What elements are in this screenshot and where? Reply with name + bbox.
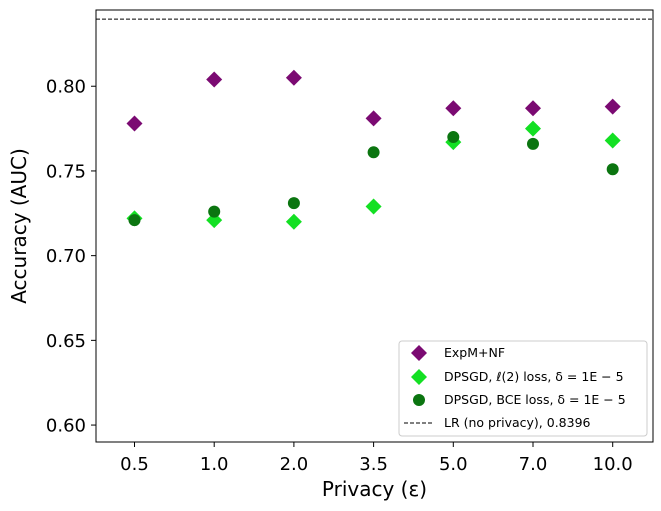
data-point-series-0-5	[525, 100, 541, 117]
x-tick-label-3: 3.5	[359, 454, 388, 475]
data-point-series-0-0	[126, 115, 143, 132]
x-axis-label: Privacy (ε)	[322, 477, 427, 501]
y-tick-label-1: 0.65	[46, 331, 86, 352]
y-tick-label-3: 0.75	[46, 161, 86, 182]
x-tick-label-4: 5.0	[439, 454, 468, 475]
data-point-series-2-6	[606, 163, 619, 176]
x-tick-label-1: 1.0	[200, 454, 229, 475]
legend-label-lr: LR (no privacy), 0.8396	[444, 415, 591, 430]
legend-box	[398, 340, 648, 437]
y-tick-label-2: 0.70	[46, 246, 86, 267]
data-point-series-1-3	[365, 198, 382, 215]
y-tick-label-4: 0.80	[46, 77, 86, 98]
data-point-series-2-5	[527, 137, 539, 150]
data-point-series-2-2	[287, 197, 300, 210]
legend-marker-series-2	[413, 394, 425, 406]
series-2	[128, 131, 619, 227]
legend-marker-series-0	[411, 345, 427, 361]
x-tick-label-6: 10.0	[593, 454, 633, 475]
data-point-series-2-3	[367, 146, 380, 159]
plot-frame	[95, 9, 654, 443]
data-point-series-0-6	[604, 98, 621, 115]
data-point-series-2-1	[208, 205, 221, 218]
legend-label-dpsgd-l2: DPSGD, ℓ(2) loss, δ = 1E − 5	[444, 369, 624, 384]
data-point-series-1-2	[285, 213, 302, 230]
plot-data-layer	[96, 18, 653, 230]
data-point-series-1-6	[604, 132, 621, 149]
x-tick-label-5: 7.0	[519, 454, 548, 475]
data-point-series-0-4	[445, 100, 462, 117]
data-point-series-0-2	[285, 69, 302, 86]
data-point-series-1-5	[525, 120, 541, 137]
legend-label-expm: ExpM+NF	[444, 345, 505, 360]
data-point-series-2-4	[447, 131, 460, 144]
x-tick-label-2: 2.0	[280, 454, 309, 475]
y-tick-label-0: 0.60	[46, 416, 86, 437]
axes-layer: 0.5 1.0 2.0 3.5 5.0 7.0 10.0 0.60 0.65 0.70 0.75 0.…	[46, 77, 633, 475]
series-1	[126, 120, 621, 230]
legend-label-dpsgd-bce: DPSGD, BCE loss, δ = 1E − 5	[444, 392, 626, 407]
series-0	[126, 69, 621, 132]
data-point-series-0-3	[365, 110, 382, 127]
legend-markers	[404, 345, 434, 424]
y-axis-label: Accuracy (AUC)	[7, 148, 31, 304]
data-point-series-0-1	[206, 71, 223, 88]
data-point-series-2-0	[128, 214, 141, 227]
legend: ExpM+NF DPSGD, ℓ(2) loss, δ = 1E − 5 DPS…	[398, 340, 648, 437]
x-tick-label-0: 0.5	[120, 454, 149, 475]
legend-marker-series-1	[411, 369, 427, 385]
